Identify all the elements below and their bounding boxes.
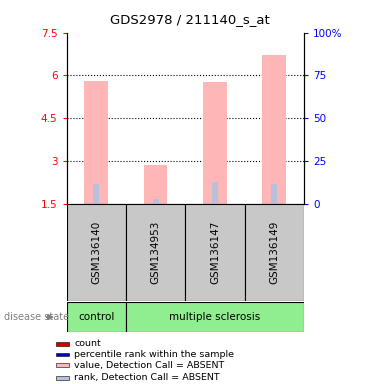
Bar (56, 363, 69, 367)
Text: GSM136149: GSM136149 (269, 221, 279, 284)
Bar (185, 204, 245, 301)
Bar (84, 81, 108, 204)
Text: value, Detection Call = ABSENT: value, Detection Call = ABSENT (74, 361, 225, 370)
Text: rank, Detection Call = ABSENT: rank, Detection Call = ABSENT (74, 373, 220, 382)
Text: disease state: disease state (4, 312, 69, 322)
Text: GDS2978 / 211140_s_at: GDS2978 / 211140_s_at (110, 13, 270, 26)
Bar (203, 83, 227, 204)
Bar (56, 353, 69, 356)
Bar (271, 184, 277, 204)
Text: GSM136140: GSM136140 (91, 221, 101, 284)
Bar (263, 55, 286, 204)
Bar (245, 204, 304, 301)
Bar (56, 342, 69, 346)
Bar (93, 184, 99, 204)
Bar (56, 376, 69, 379)
Text: control: control (78, 312, 114, 322)
Bar (126, 204, 185, 301)
Bar (126, 302, 304, 332)
Bar (144, 165, 168, 204)
Bar (153, 199, 158, 204)
Text: count: count (74, 339, 101, 348)
Text: GSM136147: GSM136147 (210, 221, 220, 284)
Text: percentile rank within the sample: percentile rank within the sample (74, 350, 234, 359)
Bar (66, 302, 126, 332)
Text: multiple sclerosis: multiple sclerosis (169, 312, 261, 322)
Bar (66, 204, 126, 301)
Bar (212, 182, 218, 204)
Text: GSM134953: GSM134953 (150, 221, 161, 284)
